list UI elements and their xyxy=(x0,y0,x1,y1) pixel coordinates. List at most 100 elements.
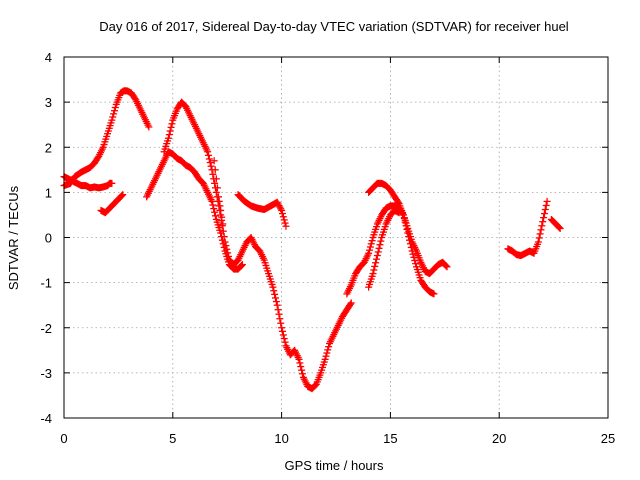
data-point xyxy=(296,359,304,367)
x-axis-label: GPS time / hours xyxy=(285,458,384,473)
data-point xyxy=(279,213,287,221)
data-point xyxy=(540,210,548,218)
data-point xyxy=(280,216,288,224)
y-tick-labels: -4 -3 -2 -1 0 1 2 3 4 xyxy=(40,50,52,426)
chart-title: Day 016 of 2017, Sidereal Day-to-day VTE… xyxy=(99,19,569,34)
data-point xyxy=(208,197,216,205)
x-tick-label: 5 xyxy=(169,431,176,446)
data-point xyxy=(217,206,225,214)
y-axis-label: SDTVAR / TECUs xyxy=(6,185,21,290)
data-point xyxy=(213,184,221,192)
data-point xyxy=(204,151,212,159)
data-point xyxy=(224,249,232,257)
data-point xyxy=(543,197,551,205)
data-point xyxy=(366,243,374,251)
data-point xyxy=(207,162,215,170)
data-point xyxy=(119,191,127,199)
data-point xyxy=(372,255,380,263)
data-point xyxy=(108,116,116,124)
data-point xyxy=(347,299,355,307)
data-point xyxy=(321,355,329,363)
data-point xyxy=(225,252,233,260)
data-point xyxy=(209,170,217,178)
data-point xyxy=(274,306,282,314)
data-point xyxy=(109,113,117,121)
data-point xyxy=(539,218,547,226)
data-point xyxy=(369,270,377,278)
x-tick-label: 0 xyxy=(60,431,67,446)
data-point xyxy=(278,324,286,332)
data-point xyxy=(221,238,229,246)
data-point xyxy=(110,110,118,118)
y-tick-label: 3 xyxy=(45,95,52,110)
data-point xyxy=(210,157,218,165)
data-point xyxy=(145,123,153,131)
data-point xyxy=(110,107,118,115)
data-point xyxy=(371,262,379,270)
data-marks xyxy=(60,87,564,393)
data-point xyxy=(211,212,219,220)
data-point xyxy=(280,335,288,343)
data-point xyxy=(219,227,227,235)
x-tick-label: 20 xyxy=(492,431,506,446)
data-point xyxy=(206,159,214,167)
data-point xyxy=(365,249,373,257)
data-point xyxy=(215,197,223,205)
data-point xyxy=(216,202,224,210)
x-tick-labels: 0 5 10 15 20 25 xyxy=(60,431,615,446)
data-point xyxy=(209,201,217,209)
data-point xyxy=(219,220,227,228)
data-point xyxy=(167,123,175,131)
grid xyxy=(64,57,608,418)
data-point xyxy=(368,237,376,245)
data-point xyxy=(220,233,228,241)
data-point xyxy=(394,198,402,206)
data-point xyxy=(204,148,212,156)
data-point xyxy=(297,363,305,371)
x-tick-label: 25 xyxy=(601,431,615,446)
data-point xyxy=(279,331,287,339)
data-point xyxy=(238,261,246,269)
y-tick-label: 0 xyxy=(45,231,52,246)
data-point xyxy=(295,355,303,363)
data-point xyxy=(540,214,548,222)
data-point xyxy=(272,298,280,306)
data-point xyxy=(281,219,289,227)
data-point xyxy=(270,287,278,295)
data-point xyxy=(322,352,330,360)
y-tick-label: -2 xyxy=(40,321,52,336)
data-point xyxy=(374,248,382,256)
data-point xyxy=(555,224,563,232)
data-point xyxy=(542,201,550,209)
data-point xyxy=(536,230,544,238)
data-point xyxy=(164,134,172,142)
y-tick-label: 1 xyxy=(45,185,52,200)
data-point xyxy=(108,179,116,187)
data-point xyxy=(375,244,383,252)
x-tick-label: 15 xyxy=(383,431,397,446)
data-point xyxy=(282,222,290,230)
data-point xyxy=(218,213,226,221)
data-point xyxy=(111,104,119,112)
data-point xyxy=(430,290,438,298)
data-point xyxy=(278,327,286,335)
y-tick-label: 4 xyxy=(45,50,52,65)
data-point xyxy=(537,226,545,234)
data-point xyxy=(278,210,286,218)
data-point xyxy=(377,237,385,245)
data-point xyxy=(409,250,417,258)
data-point xyxy=(281,338,289,346)
data-point xyxy=(271,290,279,298)
data-point xyxy=(211,179,219,187)
y-tick-label: -3 xyxy=(40,366,52,381)
data-point xyxy=(272,294,280,302)
y-tick-label: 2 xyxy=(45,140,52,155)
data-point xyxy=(166,127,174,135)
data-point xyxy=(278,206,286,214)
data-point xyxy=(412,260,420,268)
data-point xyxy=(534,238,542,246)
y-tick-label: -4 xyxy=(40,411,52,426)
data-point xyxy=(275,310,283,318)
